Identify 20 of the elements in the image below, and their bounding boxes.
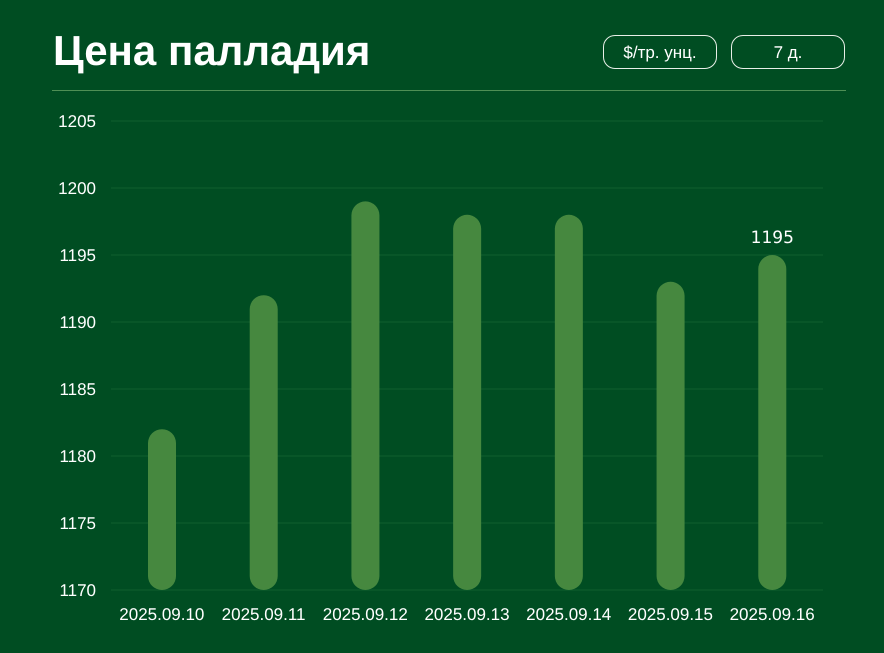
unit-button: $/тр. унц. <box>603 35 717 69</box>
chart-title: Цена палладия <box>53 27 370 74</box>
period-button: 7 д. <box>731 35 845 69</box>
y-tick-label: 1170 <box>59 581 96 600</box>
x-tick-label: 2025.09.16 <box>730 605 815 624</box>
x-tick-label: 2025.09.15 <box>628 605 713 624</box>
y-tick-label: 1175 <box>59 514 96 534</box>
x-tick-label: 2025.09.14 <box>526 605 612 624</box>
x-tick-label: 2025.09.13 <box>424 605 510 624</box>
y-tick-label: 1195 <box>59 246 96 266</box>
y-tick-label: 1200 <box>58 179 96 198</box>
data-label: 1195 <box>750 228 794 248</box>
y-tick-label: 1180 <box>59 447 96 466</box>
y-tick-label: 1190 <box>59 313 96 332</box>
y-axis-title: $/тр. унц. <box>623 42 697 62</box>
x-tick-label: 2025.09.12 <box>322 605 408 624</box>
x-tick-label: 2025.09.11 <box>222 605 306 624</box>
y-tick-label: 1185 <box>59 380 96 400</box>
x-tick-label: 2025.09.10 <box>119 605 204 624</box>
y-tick-label: 1205 <box>58 112 96 132</box>
